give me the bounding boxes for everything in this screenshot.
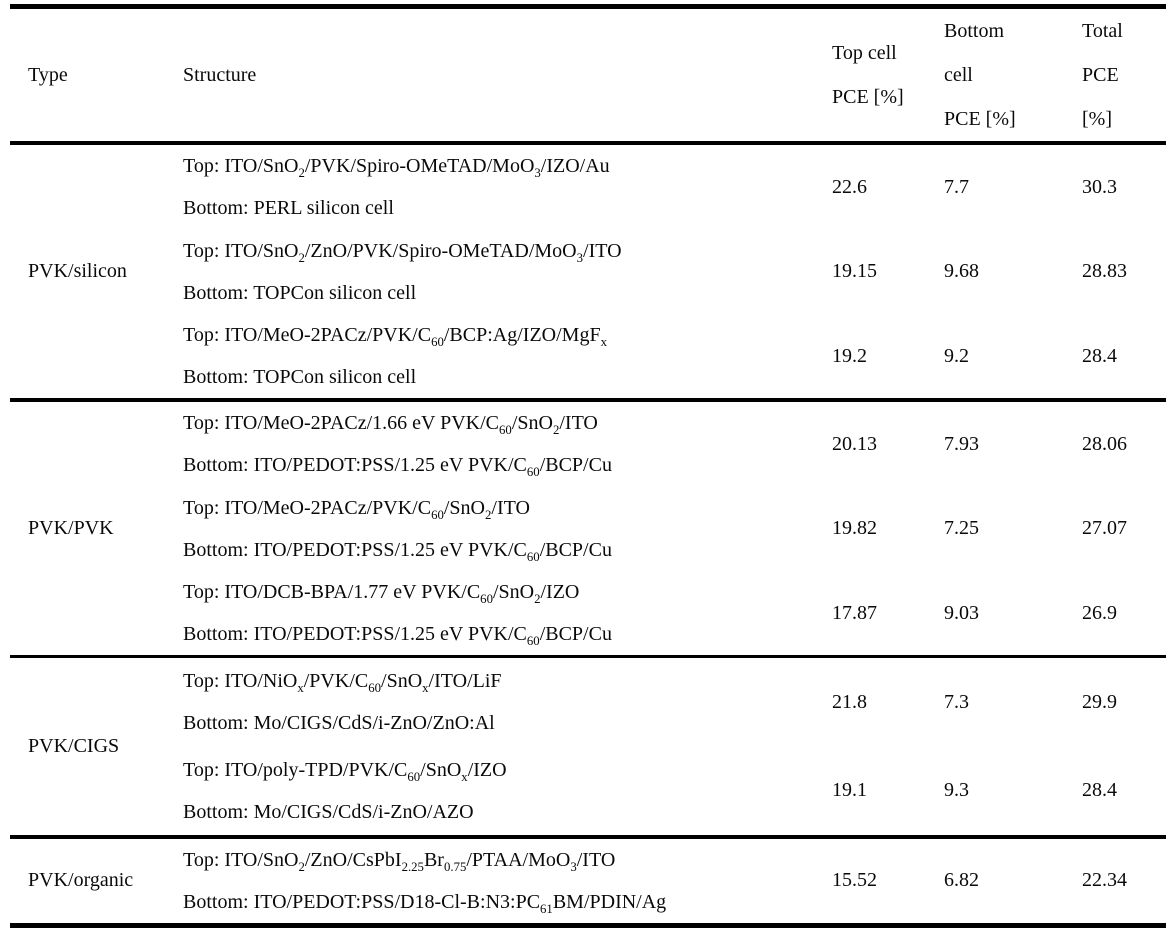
structure-top-line: Top: ITO/MeO-2PACz/1.66 eV PVK/C60/SnO2/… [183, 412, 598, 437]
structure-top-line: Top: ITO/MeO-2PACz/PVK/C60/SnO2/ITO [183, 496, 530, 522]
structure-cell: Top: ITO/SnO2/ZnO/PVK/Spiro-OMeTAD/MoO3/… [183, 229, 832, 314]
header-line: Top cell [832, 42, 897, 64]
table-row: Top: ITO/MeO-2PACz/PVK/C60/SnO2/ITO Bott… [10, 486, 1166, 571]
col-header-type: Type [28, 63, 68, 86]
header-line: PCE [1082, 64, 1119, 86]
header-line: [%] [1082, 108, 1112, 130]
structure-cell: Top: ITO/MeO-2PACz/PVK/C60/SnO2/ITO Bott… [183, 486, 832, 571]
structure-bottom-line: Bottom: PERL silicon cell [183, 197, 394, 219]
col-header-bottom-cell-pce: Bottom cell PCE [%] [944, 7, 1082, 144]
table-row: Top: ITO/poly-TPD/PVK/C60/SnOx/IZO Botto… [10, 747, 1166, 837]
table-row: PVK/silicon Top: ITO/SnO2/PVK/Spiro-OMeT… [10, 143, 1166, 282]
type-cell-pvk-silicon: PVK/silicon [28, 260, 127, 282]
top-cell-pce-value: 15.52 [832, 869, 877, 891]
header-line: PCE [%] [832, 86, 904, 108]
structure-cell: Top: ITO/SnO2/ZnO/CsPbI2.25Br0.75/PTAA/M… [183, 837, 832, 926]
col-header-top-cell-pce: Top cell PCE [%] [832, 7, 944, 144]
total-pce-value: 22.34 [1082, 869, 1127, 891]
total-pce-value: 27.07 [1082, 517, 1127, 539]
bottom-cell-pce-value: 7.7 [944, 175, 969, 198]
total-pce-value: 28.4 [1082, 344, 1117, 367]
structure-bottom-line: Bottom: ITO/PEDOT:PSS/1.25 eV PVK/C60/BC… [183, 454, 612, 479]
total-pce-value: 28.4 [1082, 779, 1117, 801]
structure-bottom-line: Bottom: ITO/PEDOT:PSS/1.25 eV PVK/C60/BC… [183, 538, 612, 564]
type-cell-pvk-pvk: PVK/PVK [28, 517, 114, 539]
table-row: PVK/CIGS Top: ITO/NiOx/PVK/C60/SnOx/ITO/… [10, 656, 1166, 757]
structure-bottom-line: Bottom: Mo/CIGS/CdS/i-ZnO/ZnO:Al [183, 712, 495, 735]
col-header-structure: Structure [183, 63, 257, 86]
header-line: Total [1082, 20, 1123, 42]
top-cell-pce-value: 20.13 [832, 432, 877, 455]
total-pce-value: 28.06 [1082, 432, 1127, 455]
top-cell-pce-value: 19.82 [832, 517, 877, 539]
top-cell-pce-value: 17.87 [832, 601, 877, 624]
structure-cell: Top: ITO/NiOx/PVK/C60/SnOx/ITO/LiF Botto… [183, 657, 832, 747]
total-pce-value: 28.83 [1082, 260, 1127, 282]
bottom-cell-pce-value: 7.25 [944, 517, 979, 539]
table-row: PVK/organic Top: ITO/SnO2/ZnO/CsPbI2.25B… [10, 836, 1166, 926]
structure-top-line: Top: ITO/poly-TPD/PVK/C60/SnOx/IZO [183, 758, 507, 784]
structure-cell: Top: ITO/DCB-BPA/1.77 eV PVK/C60/SnO2/IZ… [183, 571, 832, 657]
total-pce-value: 29.9 [1082, 690, 1117, 713]
structure-bottom-line: Bottom: Mo/CIGS/CdS/i-ZnO/AZO [183, 800, 474, 823]
table-row: Top: ITO/MeO-2PACz/PVK/C60/BCP:Ag/IZO/Mg… [10, 314, 1166, 400]
top-cell-pce-value: 19.15 [832, 260, 877, 282]
structure-bottom-line: Bottom: ITO/PEDOT:PSS/D18-Cl-B:N3:PC61BM… [183, 890, 667, 916]
top-cell-pce-value: 22.6 [832, 175, 867, 198]
structure-cell: Top: ITO/SnO2/PVK/Spiro-OMeTAD/MoO3/IZO/… [183, 143, 832, 229]
structure-top-line: Top: ITO/SnO2/PVK/Spiro-OMeTAD/MoO3/IZO/… [183, 155, 610, 180]
header-row: Type Structure Top cell PCE [%] Bottom c… [10, 6, 1166, 144]
type-cell-pvk-organic: PVK/organic [28, 869, 134, 891]
table-row: PVK/PVK Top: ITO/MeO-2PACz/1.66 eV PVK/C… [10, 400, 1166, 539]
header-line: PCE [%] [944, 108, 1016, 130]
table-row: Top: ITO/DCB-BPA/1.77 eV PVK/C60/SnO2/IZ… [10, 571, 1166, 657]
top-cell-pce-value: 21.8 [832, 690, 867, 713]
structure-top-line: Top: ITO/DCB-BPA/1.77 eV PVK/C60/SnO2/IZ… [183, 581, 580, 606]
structure-cell: Top: ITO/poly-TPD/PVK/C60/SnOx/IZO Botto… [183, 747, 832, 837]
col-header-total-pce: Total PCE [%] [1082, 7, 1166, 144]
total-pce-value: 30.3 [1082, 175, 1117, 198]
bottom-cell-pce-value: 9.3 [944, 779, 969, 801]
top-cell-pce-value: 19.2 [832, 344, 867, 367]
bottom-cell-pce-value: 6.82 [944, 869, 979, 891]
structure-top-line: Top: ITO/SnO2/ZnO/CsPbI2.25Br0.75/PTAA/M… [183, 848, 616, 874]
structure-top-line: Top: ITO/NiOx/PVK/C60/SnOx/ITO/LiF [183, 670, 502, 696]
bottom-cell-pce-value: 9.03 [944, 601, 979, 624]
structure-bottom-line: Bottom: ITO/PEDOT:PSS/1.25 eV PVK/C60/BC… [183, 623, 612, 648]
bottom-cell-pce-value: 9.2 [944, 344, 969, 367]
type-cell-pvk-cigs: PVK/CIGS [28, 734, 120, 757]
structure-top-line: Top: ITO/MeO-2PACz/PVK/C60/BCP:Ag/IZO/Mg… [183, 324, 607, 349]
structure-bottom-line: Bottom: TOPCon silicon cell [183, 366, 417, 388]
bottom-cell-pce-value: 9.68 [944, 260, 979, 282]
structure-cell: Top: ITO/MeO-2PACz/PVK/C60/BCP:Ag/IZO/Mg… [183, 314, 832, 400]
header-line: Bottom [944, 20, 1005, 42]
bottom-cell-pce-value: 7.3 [944, 690, 969, 713]
top-cell-pce-value: 19.1 [832, 779, 867, 801]
bottom-cell-pce-value: 7.93 [944, 432, 979, 455]
table-row: Top: ITO/SnO2/ZnO/PVK/Spiro-OMeTAD/MoO3/… [10, 229, 1166, 314]
header-line: cell [944, 64, 973, 86]
total-pce-value: 26.9 [1082, 601, 1117, 624]
structure-bottom-line: Bottom: TOPCon silicon cell [183, 281, 417, 304]
structure-cell: Top: ITO/MeO-2PACz/1.66 eV PVK/C60/SnO2/… [183, 400, 832, 486]
structure-top-line: Top: ITO/SnO2/ZnO/PVK/Spiro-OMeTAD/MoO3/… [183, 239, 622, 265]
pce-comparison-table: Type Structure Top cell PCE [%] Bottom c… [10, 4, 1166, 928]
